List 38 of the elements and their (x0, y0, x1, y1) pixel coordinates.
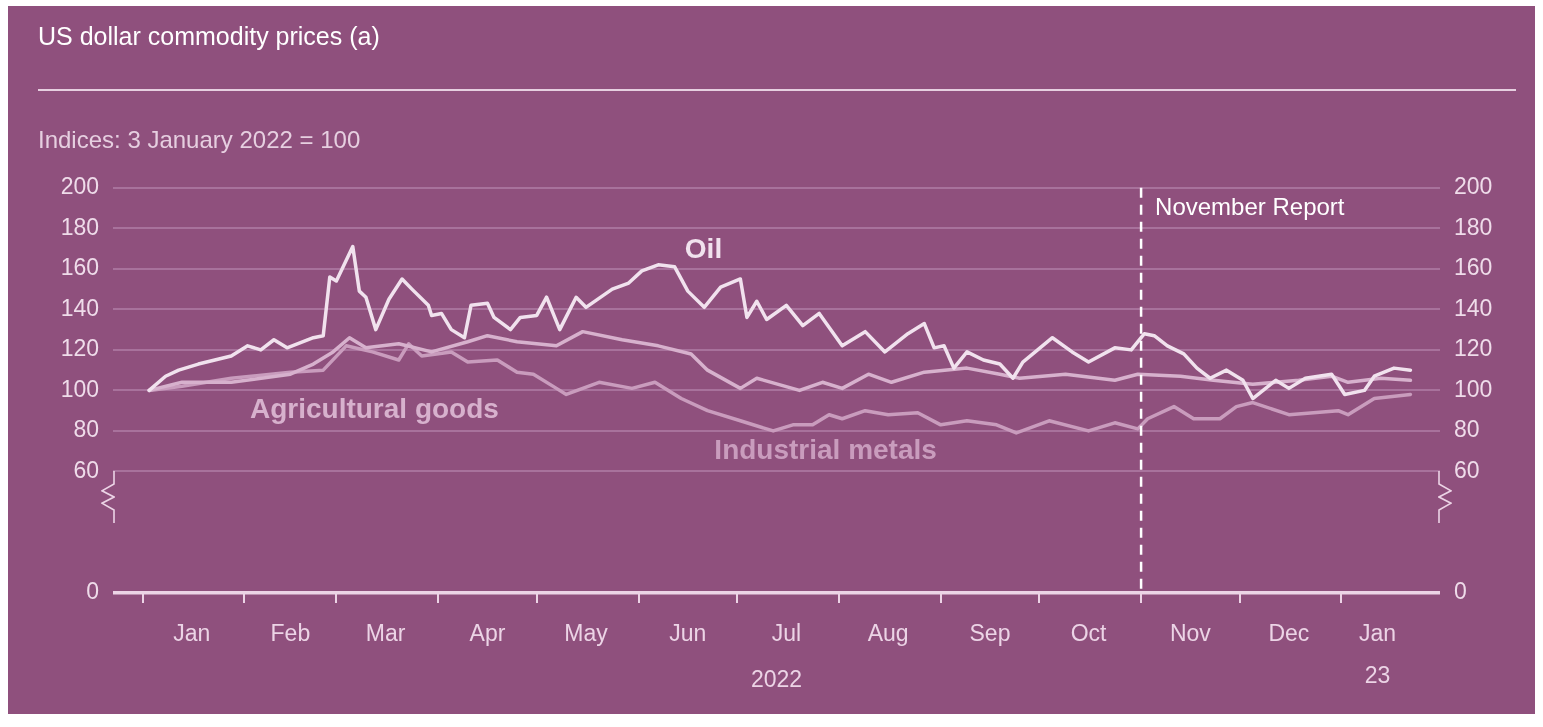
x-axis-title: 2022 (750, 665, 803, 692)
x-tick-label: Aug (867, 619, 909, 646)
y2-tick-label: 100 (1454, 375, 1493, 402)
y2-tick-label: 180 (1454, 213, 1493, 240)
y2-tick-label: 120 (1454, 335, 1493, 362)
y-tick-label: 100 (60, 375, 99, 402)
x-tick-label: Feb (270, 619, 311, 646)
y-tick-label: 0 (86, 578, 99, 605)
y2-tick-label: 140 (1454, 294, 1493, 321)
y2-tick-label: 160 (1454, 254, 1493, 281)
chart-subtitle: Indices: 3 January 2022 = 100 (38, 126, 361, 154)
y-tick-label: 80 (73, 416, 99, 443)
x-tick-label: Jan (173, 619, 211, 646)
x-tick-label: Apr (469, 619, 506, 646)
x-tick-label: Jan 23 (1359, 619, 1397, 689)
series-label: Oil (684, 233, 723, 265)
x-tick-label: Nov (1169, 619, 1212, 646)
y2-tick-label: 60 (1454, 456, 1480, 483)
x-tick-label: Sep (969, 619, 1011, 646)
y-tick-label: 200 (60, 173, 99, 200)
y2-tick-label: 0 (1454, 578, 1467, 605)
y-tick-label: 180 (60, 213, 99, 240)
x-tick-label: Jul (771, 619, 802, 646)
x-tick-label: Jun (669, 619, 707, 646)
x-tick-label: May (564, 619, 609, 646)
y-tick-label: 120 (60, 335, 99, 362)
x-tick-label: Dec (1268, 619, 1310, 646)
series-label: Industrial metals (714, 433, 937, 465)
y-tick-label: 60 (73, 456, 99, 483)
x-tick-label: Mar (365, 619, 406, 646)
y-tick-label: 160 (60, 254, 99, 281)
x-tick-label: Oct (1070, 619, 1108, 646)
ref-line-label: November Report (1155, 192, 1345, 220)
y2-tick-label: 80 (1454, 416, 1480, 443)
y-tick-label: 140 (60, 294, 99, 321)
y2-tick-label: 200 (1454, 173, 1493, 200)
series-label: Agricultural goods (249, 393, 499, 425)
chart-title: US dollar commodity prices (a) (38, 22, 380, 51)
